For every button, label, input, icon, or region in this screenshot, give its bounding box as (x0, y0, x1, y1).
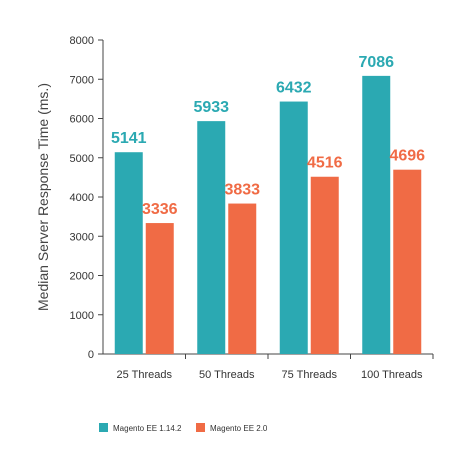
legend-label: Magento EE 2.0 (210, 424, 268, 433)
y-tick-label: 3000 (70, 231, 94, 243)
bars (114, 75, 422, 354)
bar (362, 75, 391, 354)
bar (310, 176, 339, 354)
y-tick-label: 5000 (70, 153, 94, 165)
legend-swatch (196, 423, 205, 432)
y-tick-label: 6000 (70, 114, 94, 126)
y-tick-label: 7000 (70, 74, 94, 86)
data-label: 3833 (224, 182, 260, 199)
x-tick-label: 100 Threads (361, 369, 423, 381)
bar (197, 121, 226, 354)
bar (393, 169, 422, 354)
bar (114, 152, 143, 354)
y-tick-label: 1000 (70, 310, 94, 322)
data-label: 7086 (358, 54, 394, 71)
y-tick-label: 2000 (70, 271, 94, 283)
y-axis-label: Median Server Response Time (ms.) (35, 83, 51, 311)
y-tick-label: 8000 (70, 35, 94, 47)
x-tick-label: 25 Threads (117, 369, 173, 381)
data-label: 4696 (389, 148, 425, 165)
data-label: 3336 (142, 201, 178, 218)
x-axis: 25 Threads 50 Threads 75 Threads 100 Thread… (103, 353, 434, 381)
legend-swatch (99, 423, 108, 432)
legend-label: Magento EE 1.14.2 (113, 424, 182, 433)
data-labels: 5141 3336 5933 3833 6432 4516 7086 4696 (111, 54, 425, 218)
bar (228, 203, 257, 354)
x-tick-label: 50 Threads (199, 369, 255, 381)
legend: Magento EE 1.14.2 Magento EE 2.0 (99, 423, 268, 433)
y-axis: 0 1000 2000 3000 4000 5000 6000 7000 8000 (70, 35, 104, 361)
data-label: 5933 (193, 99, 229, 116)
data-label: 6432 (276, 80, 312, 97)
y-tick-label: 0 (88, 349, 94, 361)
y-tick-label: 4000 (70, 192, 94, 204)
x-tick-label: 75 Threads (282, 369, 338, 381)
data-label: 5141 (111, 130, 147, 147)
bar (279, 101, 308, 354)
data-label: 4516 (307, 155, 343, 172)
bar (145, 223, 174, 354)
